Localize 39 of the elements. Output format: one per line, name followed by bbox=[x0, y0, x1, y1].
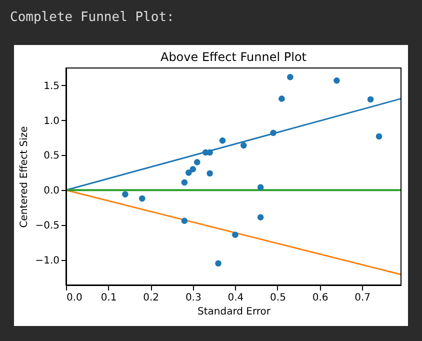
point bbox=[181, 218, 188, 224]
point bbox=[270, 130, 276, 136]
x-tick-label: 0.1 bbox=[100, 292, 117, 304]
point bbox=[138, 195, 146, 202]
x-tick-label: 0.0 bbox=[66, 292, 82, 304]
point bbox=[287, 74, 294, 80]
point bbox=[190, 166, 196, 172]
x-axis-title: Standard Error bbox=[197, 306, 272, 318]
point bbox=[215, 260, 222, 267]
point bbox=[186, 170, 192, 176]
point bbox=[206, 170, 213, 177]
x-tick-label: 0.3 bbox=[185, 292, 202, 304]
y-axis-title: Centered Effect Size bbox=[19, 126, 30, 228]
point bbox=[122, 191, 128, 198]
point bbox=[219, 137, 226, 144]
y-tick-label: 0.5 bbox=[44, 150, 60, 162]
x-tick-label: 0.7 bbox=[354, 292, 371, 304]
point bbox=[232, 232, 238, 238]
y-tick-label: 1.5 bbox=[44, 80, 60, 92]
point bbox=[334, 77, 340, 84]
x-tick-label: 0.2 bbox=[143, 292, 160, 304]
chart-title: Above Effect Funnel Plot bbox=[160, 50, 307, 64]
y-tick-label: 1.0 bbox=[44, 116, 60, 127]
point bbox=[206, 149, 213, 156]
point bbox=[181, 179, 188, 186]
point bbox=[367, 96, 374, 103]
y-tick-label: −0.5 bbox=[35, 220, 60, 232]
point bbox=[257, 214, 264, 220]
x-tick-label: 0.4 bbox=[228, 292, 244, 304]
x-tick-label: 0.6 bbox=[312, 292, 328, 304]
point bbox=[194, 159, 200, 166]
y-tick-label: 0.0 bbox=[44, 186, 60, 197]
point bbox=[240, 142, 247, 149]
point bbox=[257, 184, 264, 190]
point bbox=[278, 96, 285, 102]
y-tick-label: −1.0 bbox=[35, 255, 60, 266]
x-tick-label: 0.5 bbox=[270, 292, 286, 304]
point bbox=[376, 133, 382, 140]
text: Complete Funnel Plot: bbox=[10, 10, 174, 25]
